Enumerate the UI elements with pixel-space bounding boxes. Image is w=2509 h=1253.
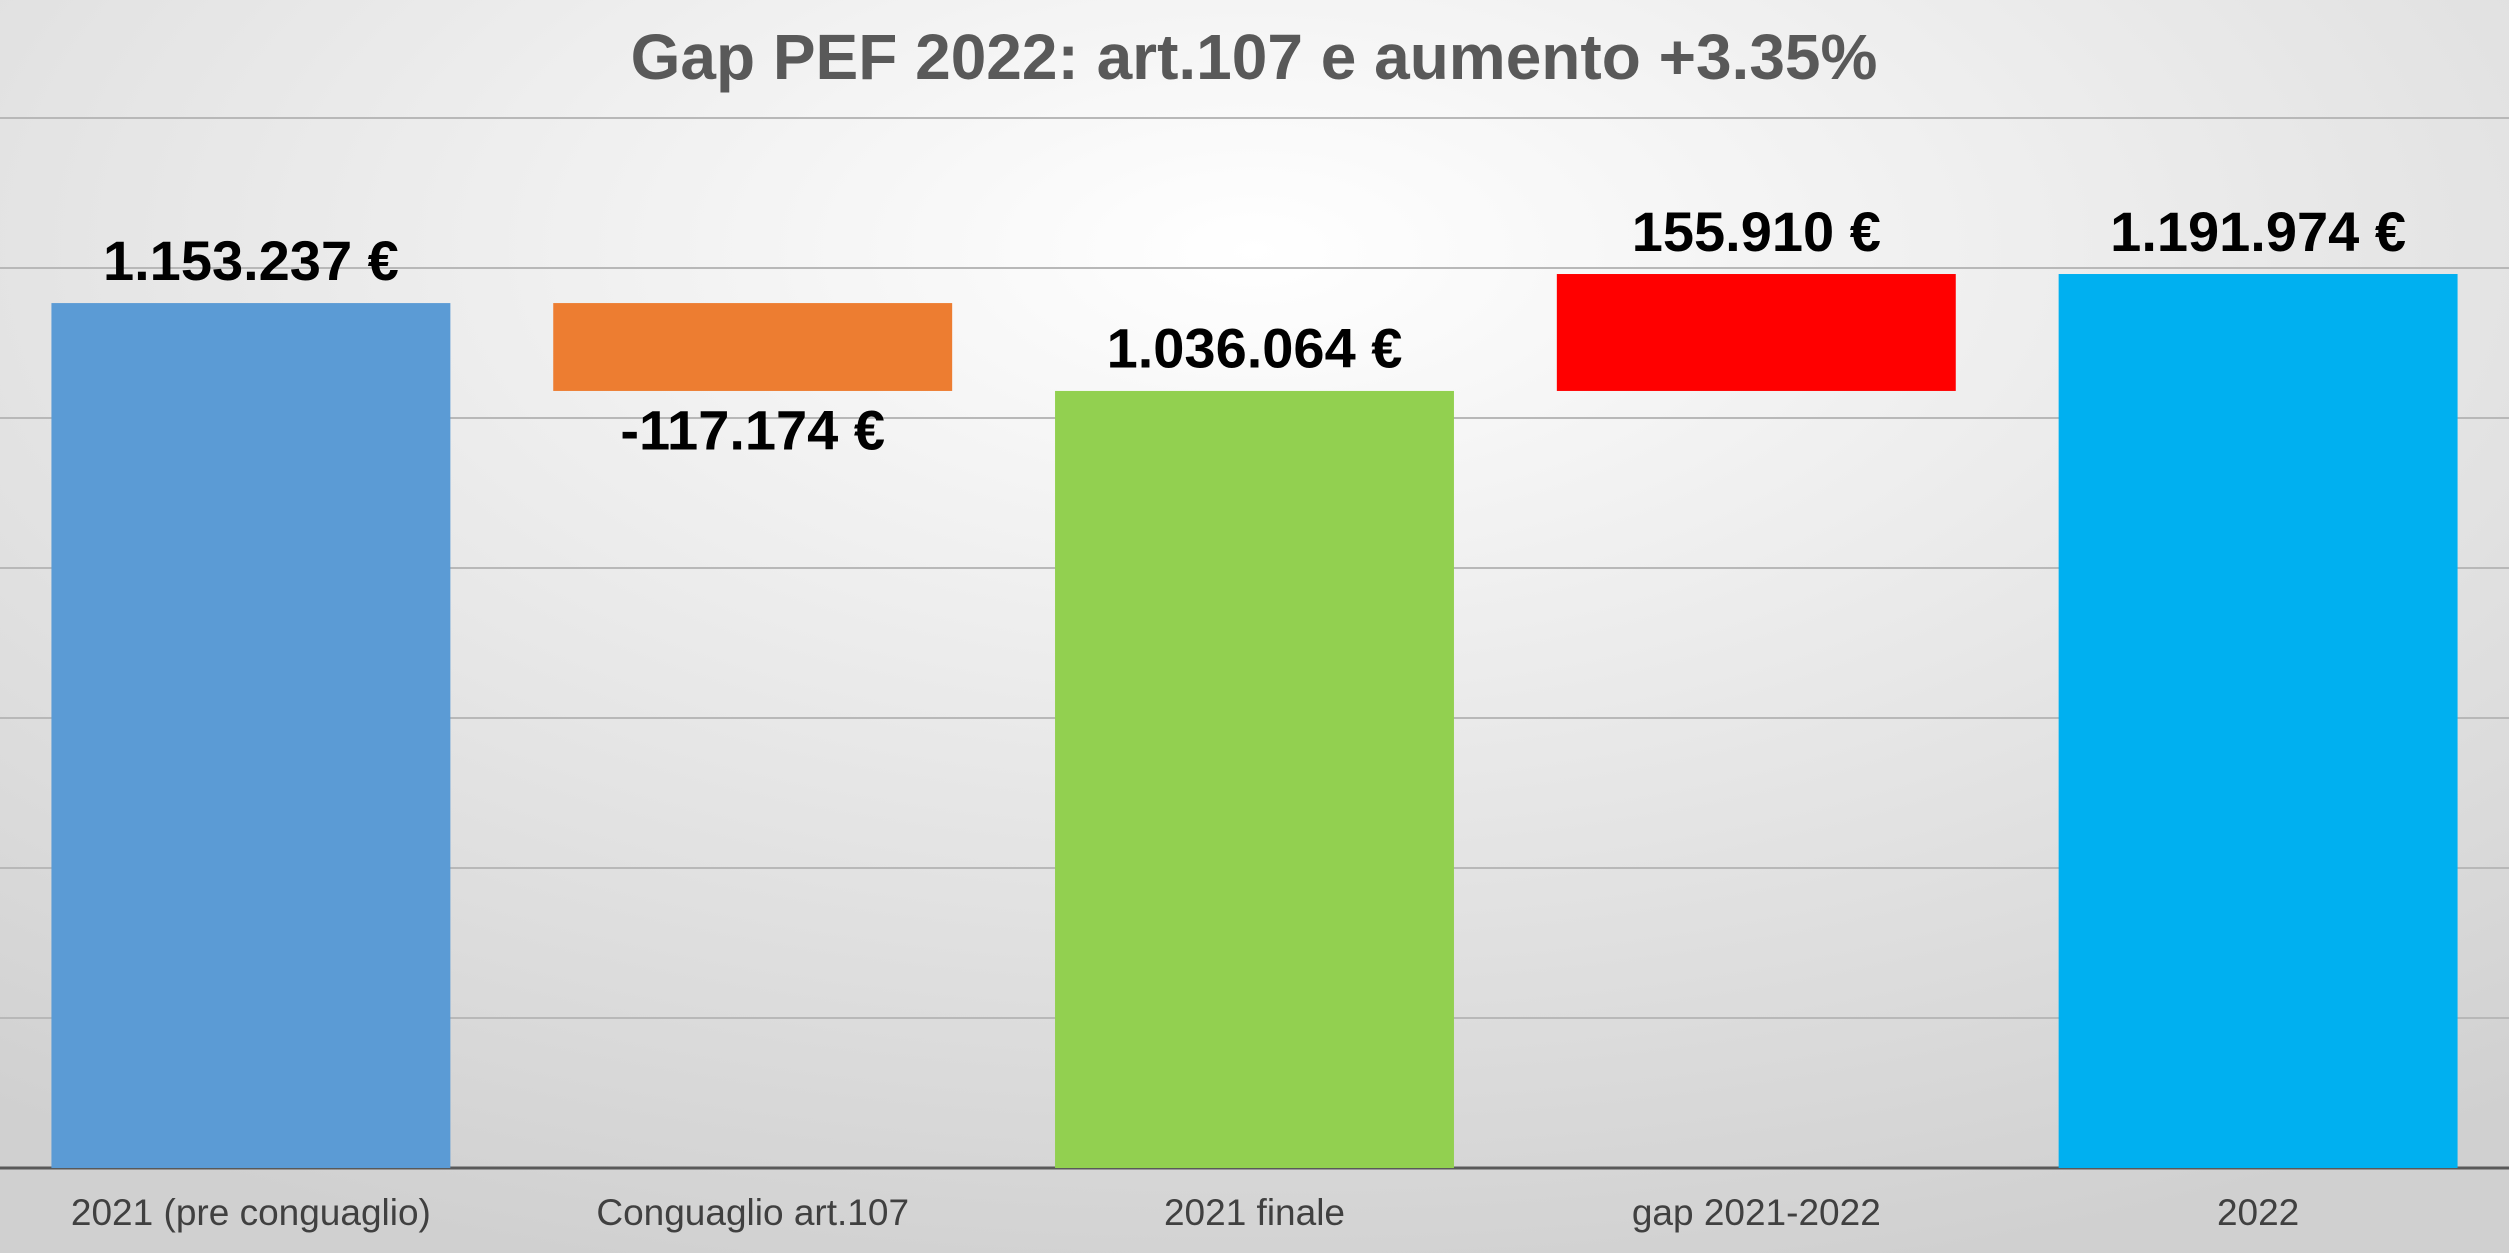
x-tick-label: 2021 finale [1164, 1192, 1345, 1233]
data-label: 1.191.974 € [2110, 200, 2406, 263]
chart-title: Gap PEF 2022: art.107 e aumento +3.35% [631, 21, 1878, 93]
data-label: 1.036.064 € [1107, 317, 1403, 380]
x-tick-label: gap 2021-2022 [1632, 1192, 1881, 1233]
data-label: 1.153.237 € [103, 229, 399, 292]
x-tick-label: 2022 [2217, 1192, 2299, 1233]
bar [1055, 390, 1454, 1168]
bar [553, 303, 953, 391]
x-tick-label: Conguaglio art.107 [596, 1192, 909, 1233]
bar [1556, 274, 1956, 391]
bar [51, 303, 451, 1168]
data-label: -117.174 € [620, 399, 885, 462]
data-label: 155.910 € [1632, 200, 1881, 263]
x-tick-label: 2021 (pre conguaglio) [71, 1192, 431, 1233]
bar [2058, 274, 2458, 1168]
